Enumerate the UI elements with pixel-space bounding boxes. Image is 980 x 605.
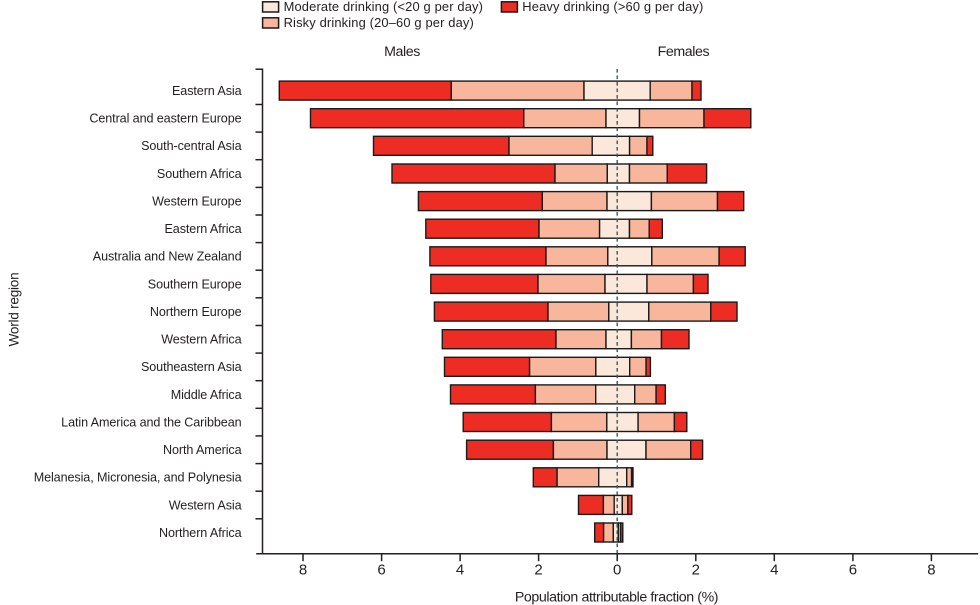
svg-text:Females: Females [658,44,710,60]
svg-text:World region: World region [6,273,21,347]
svg-text:6: 6 [849,562,857,579]
svg-text:Latin America and the Caribbea: Latin America and the Caribbean [61,415,241,429]
svg-text:Northern Europe: Northern Europe [150,305,242,319]
svg-text:Population attributable fracti: Population attributable fraction (%) [515,590,718,605]
svg-text:0: 0 [613,562,621,579]
svg-text:Western Europe: Western Europe [152,195,241,209]
svg-text:Southeastern Asia: Southeastern Asia [141,360,242,374]
svg-text:Western Asia: Western Asia [169,498,242,512]
svg-text:4: 4 [456,562,464,579]
svg-text:Australia and New Zealand: Australia and New Zealand [93,250,242,264]
svg-text:6: 6 [377,562,385,579]
svg-text:Eastern Africa: Eastern Africa [165,222,242,236]
svg-text:8: 8 [927,562,935,579]
svg-text:Southern Europe: Southern Europe [148,277,242,291]
svg-text:Eastern Asia: Eastern Asia [172,84,242,98]
svg-text:South-central Asia: South-central Asia [141,139,242,153]
svg-text:Southern Africa: Southern Africa [157,167,242,181]
svg-text:Heavy drinking (>60 g per day): Heavy drinking (>60 g per day) [522,0,703,14]
svg-text:8: 8 [299,562,307,579]
svg-text:Northern Africa: Northern Africa [159,526,242,540]
svg-text:Risky drinking (20–60 g per da: Risky drinking (20–60 g per day) [284,15,474,30]
svg-text:Males: Males [384,44,420,60]
svg-text:Moderate drinking (<20 g per d: Moderate drinking (<20 g per day) [284,0,484,14]
svg-text:Central and eastern Europe: Central and eastern Europe [89,112,241,126]
svg-text:North America: North America [163,443,242,457]
svg-text:Middle Africa: Middle Africa [171,388,242,402]
svg-text:4: 4 [770,562,778,579]
svg-text:2: 2 [534,562,542,579]
svg-text:2: 2 [692,562,700,579]
svg-text:Melanesia, Micronesia, and Pol: Melanesia, Micronesia, and Polynesia [34,471,242,485]
svg-text:Western Africa: Western Africa [161,333,241,347]
